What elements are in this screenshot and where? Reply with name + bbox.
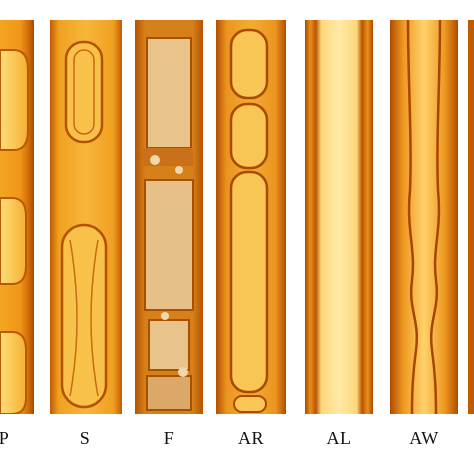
panel-f-image [135, 20, 203, 414]
annular-ring-bubble [229, 28, 269, 100]
slug-bubble [60, 223, 108, 409]
plug-bubble [0, 49, 29, 151]
panel-ar-image [216, 20, 286, 414]
froth-region [148, 319, 190, 371]
froth-region [144, 179, 194, 311]
annular-ring-bubble [229, 102, 269, 170]
slug-bubble [64, 40, 104, 144]
panel-al-image [305, 20, 373, 414]
wavy-interface [429, 20, 442, 414]
froth-region [146, 37, 192, 149]
panel-partial-image [468, 20, 474, 414]
label-s: S [79, 428, 91, 448]
label-p: P [0, 428, 10, 448]
plug-bubble [0, 197, 27, 285]
annular-ring-bubble [229, 170, 269, 394]
label-ar: AR [237, 428, 264, 448]
panel-s-image [50, 20, 122, 414]
label-al: AL [326, 428, 352, 448]
label-aw: AW [409, 428, 439, 448]
panel-p-image [0, 20, 34, 414]
label-f: F [163, 428, 175, 448]
wavy-interface [406, 20, 419, 414]
panel-aw-image [390, 20, 458, 414]
annular-laminar-core [305, 20, 373, 414]
plug-bubble [0, 331, 27, 414]
